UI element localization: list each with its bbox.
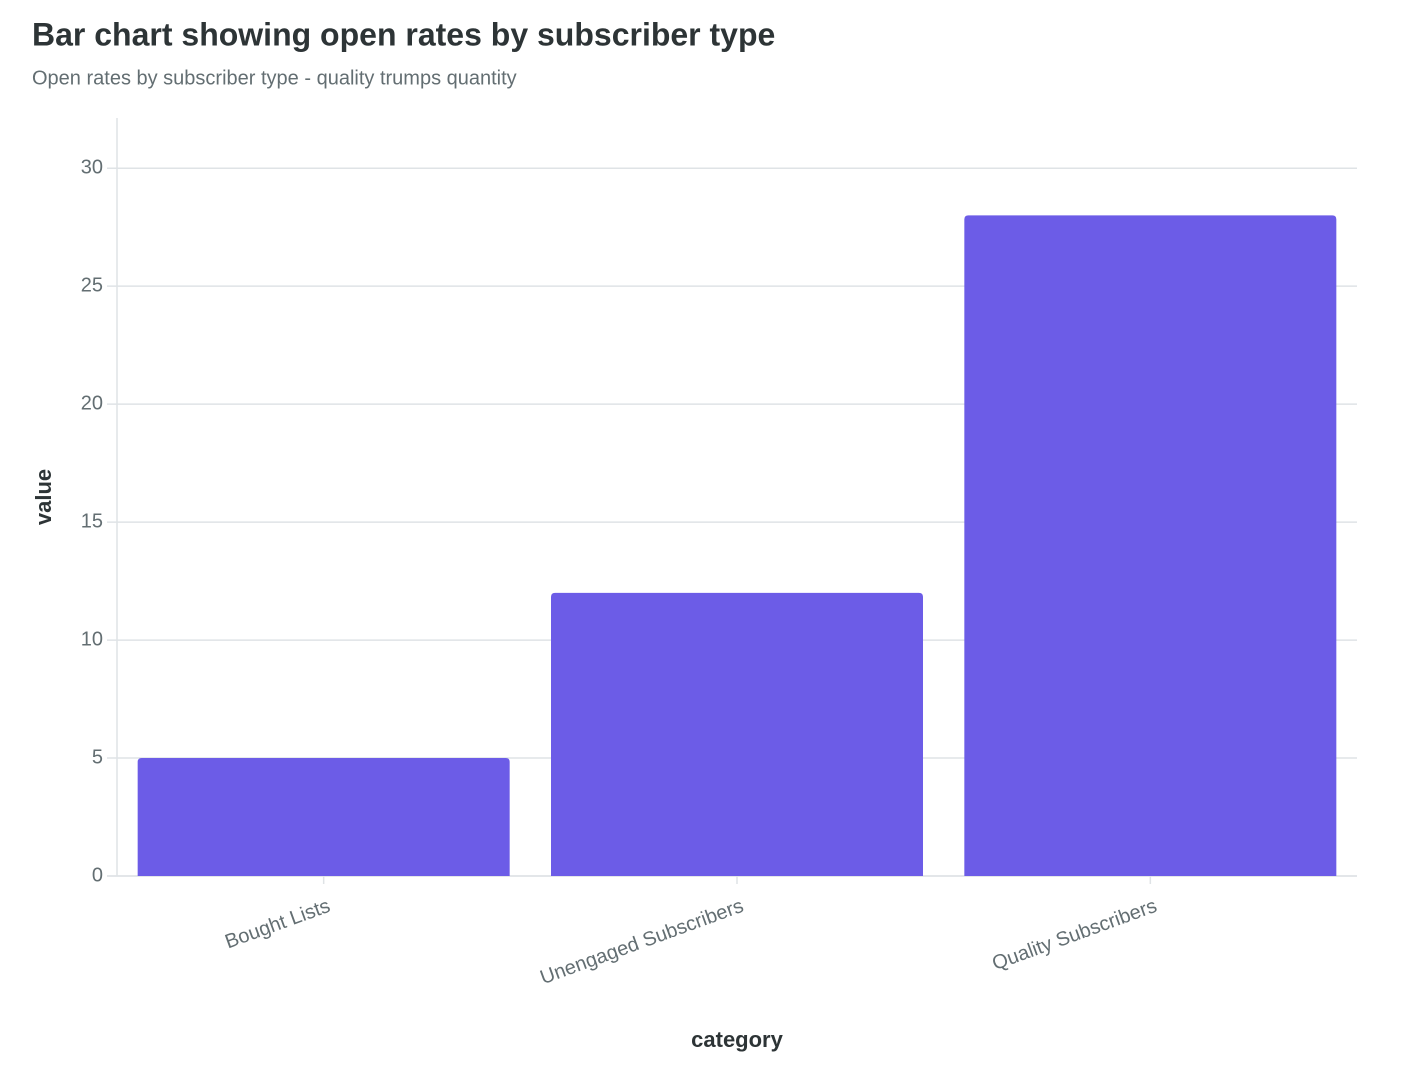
y-tick-label: 15 xyxy=(81,510,103,532)
y-tick-label: 5 xyxy=(92,746,103,768)
bar xyxy=(551,592,923,876)
chart-title: Bar chart showing open rates by subscrib… xyxy=(32,16,775,52)
x-tick-label: Unengaged Subscribers xyxy=(537,895,746,989)
x-tick-label: Quality Subscribers xyxy=(989,895,1159,975)
x-tick-label: Bought Lists xyxy=(222,895,333,953)
y-tick-label: 0 xyxy=(92,864,103,886)
y-tick-label: 30 xyxy=(81,156,103,178)
chart-subtitle: Open rates by subscriber type - quality … xyxy=(32,67,517,89)
bar xyxy=(964,215,1337,876)
y-tick-label: 10 xyxy=(81,628,103,650)
y-tick-label: 25 xyxy=(81,274,103,296)
x-axis-title: category xyxy=(691,1027,783,1052)
y-tick-label: 20 xyxy=(81,392,103,414)
y-axis-title: value xyxy=(31,469,56,525)
bar xyxy=(137,758,510,876)
